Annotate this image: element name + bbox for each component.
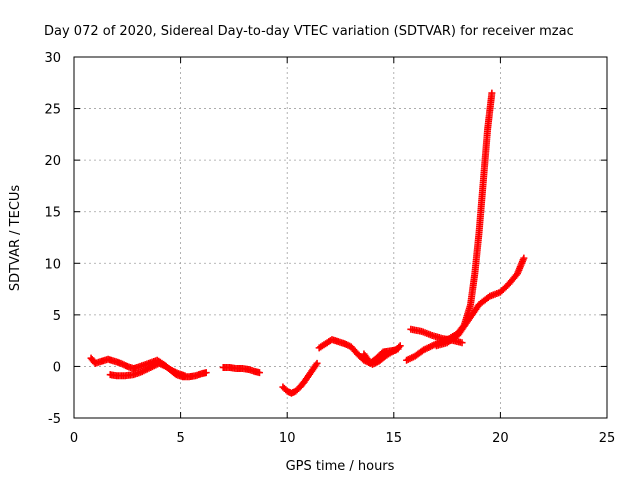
grid [74, 57, 607, 418]
data-point [458, 339, 466, 347]
y-tick-label: 10 [44, 257, 61, 272]
data-point [488, 89, 496, 97]
x-tick-label: 15 [386, 431, 403, 446]
y-tick-label: 0 [53, 360, 61, 375]
series-segment-2 [106, 359, 189, 380]
x-axis-label: GPS time / hours [286, 459, 395, 474]
x-tick-label: 5 [176, 431, 184, 446]
data-point [202, 369, 210, 377]
y-tick-label: -5 [48, 412, 61, 427]
series-segment-7 [403, 89, 496, 364]
data-point [520, 254, 528, 262]
x-tick-label: 10 [279, 431, 296, 446]
y-tick-label: 5 [53, 309, 61, 324]
axis-ticks: 0 5 10 15 20 25 -5 0 5 10 15 20 25 30 [44, 51, 615, 446]
x-tick-label: 0 [70, 431, 78, 446]
series-segment-9 [432, 254, 528, 350]
plot-frame [73, 56, 608, 419]
x-tick-label: 20 [492, 431, 509, 446]
data-point [313, 359, 321, 367]
series-segment-3 [219, 363, 263, 377]
y-tick-label: 30 [44, 51, 61, 66]
y-tick-label: 20 [44, 154, 61, 169]
series-segment-4 [279, 359, 321, 397]
data-point [181, 372, 189, 380]
y-tick-label: 25 [44, 103, 61, 118]
data-marks [87, 89, 528, 397]
y-tick-label: 15 [44, 206, 61, 221]
data-point [255, 369, 263, 377]
series-segment-6 [360, 345, 402, 368]
y-axis-label: SDTVAR / TECUs [8, 185, 23, 292]
data-point [394, 345, 402, 353]
chart-title: Day 072 of 2020, Sidereal Day-to-day VTE… [44, 24, 574, 39]
x-tick-label: 25 [599, 431, 616, 446]
